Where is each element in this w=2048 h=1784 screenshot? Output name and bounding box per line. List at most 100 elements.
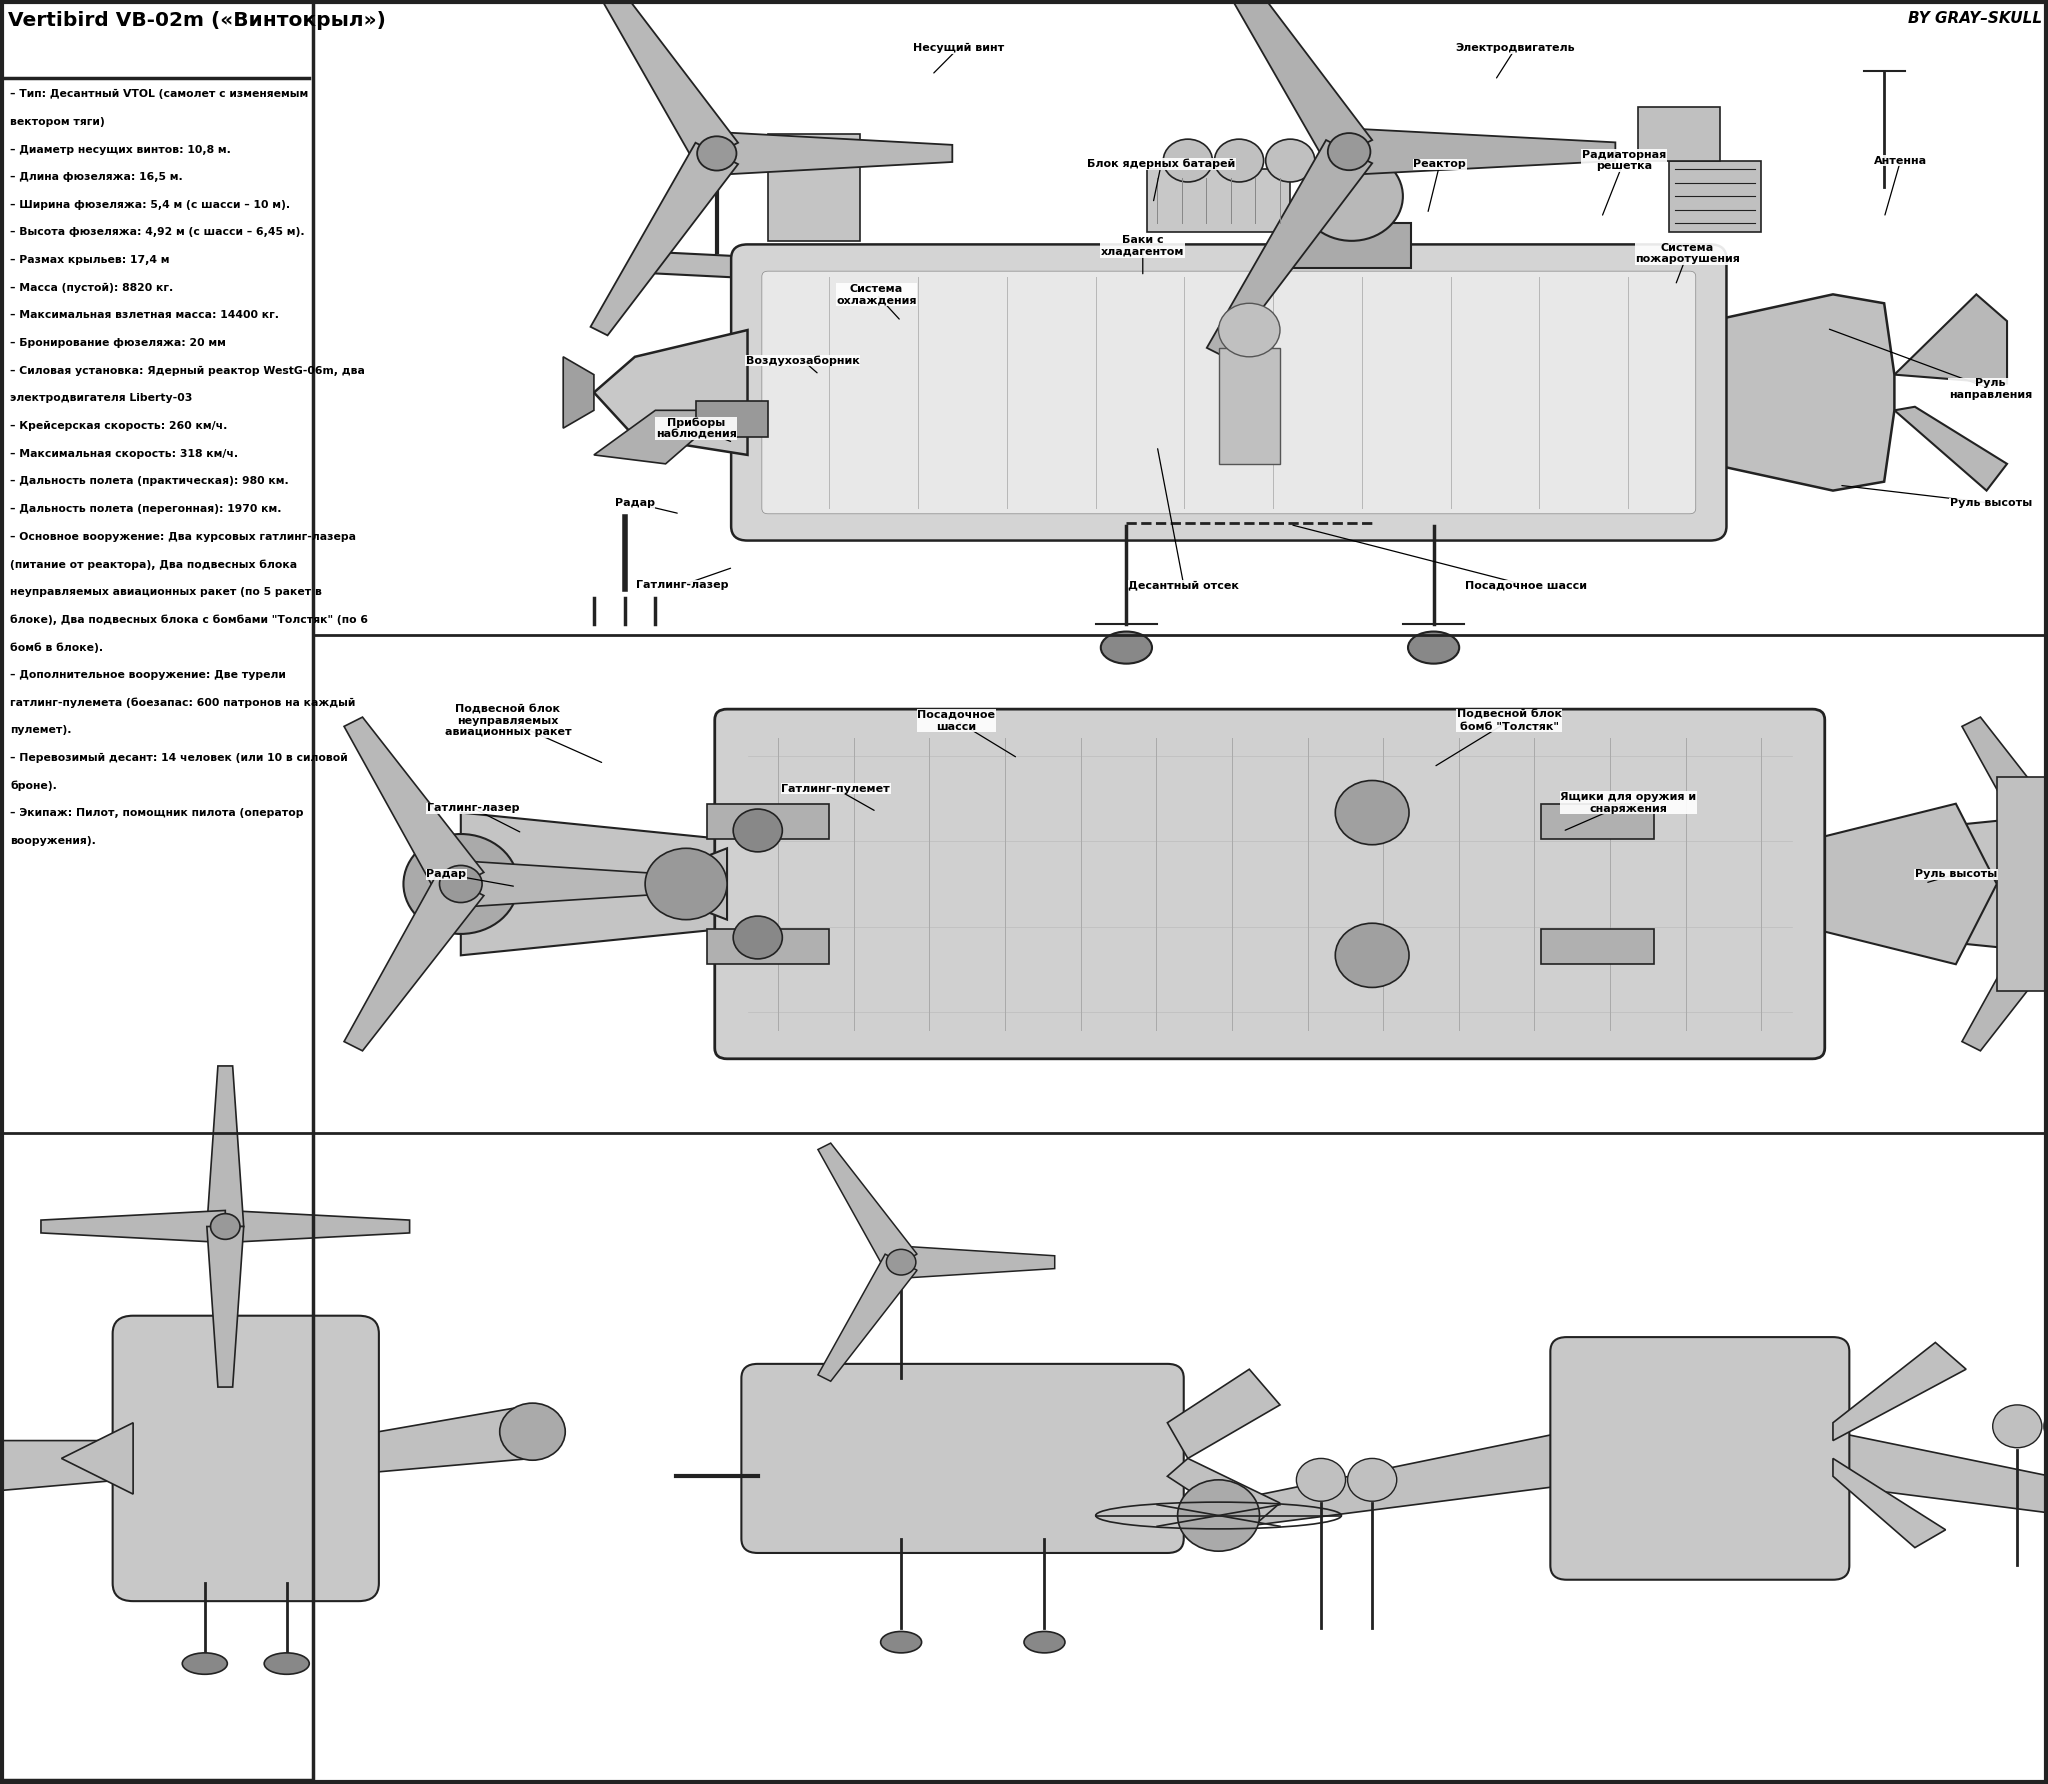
Circle shape <box>1348 1459 1397 1502</box>
Polygon shape <box>1894 294 2007 384</box>
Circle shape <box>733 917 782 960</box>
Polygon shape <box>344 717 483 896</box>
Text: Приборы
наблюдения: Приборы наблюдения <box>655 417 737 439</box>
Circle shape <box>1335 924 1409 988</box>
Polygon shape <box>61 1424 133 1495</box>
Text: – Размах крыльев: 17,4 м: – Размах крыльев: 17,4 м <box>10 255 170 266</box>
Text: Система
пожаротушения: Система пожаротушения <box>1634 243 1741 264</box>
Text: BY GRAY–SKULL: BY GRAY–SKULL <box>1909 11 2042 25</box>
Text: Антенна: Антенна <box>1874 155 1927 166</box>
Circle shape <box>2021 835 2048 935</box>
Text: бомб в блоке).: бомб в блоке). <box>10 642 102 653</box>
FancyBboxPatch shape <box>731 244 1726 541</box>
Circle shape <box>1300 152 1403 241</box>
Circle shape <box>1163 139 1212 182</box>
Circle shape <box>733 810 782 853</box>
Ellipse shape <box>881 1631 922 1652</box>
Circle shape <box>645 849 727 921</box>
Polygon shape <box>594 330 748 455</box>
Polygon shape <box>1206 141 1372 357</box>
Polygon shape <box>717 132 952 175</box>
Circle shape <box>403 835 518 935</box>
FancyBboxPatch shape <box>762 271 1696 514</box>
Polygon shape <box>817 1144 918 1270</box>
Text: электродвигателя Liberty-03: электродвигателя Liberty-03 <box>10 394 193 403</box>
Polygon shape <box>207 1067 244 1227</box>
Circle shape <box>696 136 737 171</box>
Text: – Силовая установка: Ядерный реактор WestG-06m, два: – Силовая установка: Ядерный реактор Wes… <box>10 366 365 376</box>
Text: Гатлинг-пулемет: Гатлинг-пулемет <box>780 783 891 794</box>
Polygon shape <box>1350 128 1616 175</box>
Polygon shape <box>207 1227 244 1388</box>
Polygon shape <box>1219 1431 1567 1531</box>
Bar <box>1147 169 1290 232</box>
Text: – Экипаж: Пилот, помощник пилота (оператор: – Экипаж: Пилот, помощник пилота (операт… <box>10 808 303 819</box>
Polygon shape <box>1894 407 2007 491</box>
Polygon shape <box>563 357 594 428</box>
Polygon shape <box>1833 1431 2048 1531</box>
Text: – Тип: Десантный VTOL (самолет с изменяемым: – Тип: Десантный VTOL (самолет с изменяе… <box>10 89 309 100</box>
Circle shape <box>2044 1406 2048 1449</box>
Text: – Длина фюзеляжа: 16,5 м.: – Длина фюзеляжа: 16,5 м. <box>10 173 182 182</box>
Bar <box>2 2 313 1782</box>
Polygon shape <box>1833 1342 1966 1441</box>
Polygon shape <box>1812 814 2048 956</box>
Bar <box>1219 348 1280 464</box>
Polygon shape <box>1710 294 1894 491</box>
Text: Радиаторная
решетка: Радиаторная решетка <box>1581 150 1667 171</box>
Bar <box>1288 223 1411 268</box>
Circle shape <box>1178 1481 1260 1550</box>
Text: Руль высоты: Руль высоты <box>1950 498 2032 508</box>
Bar <box>696 401 768 437</box>
Polygon shape <box>1206 0 1372 162</box>
Circle shape <box>1296 1459 1346 1502</box>
Circle shape <box>1219 303 1280 357</box>
Polygon shape <box>1167 1459 1280 1531</box>
Circle shape <box>1327 134 1370 169</box>
Text: Блок ядерных батарей: Блок ядерных батарей <box>1087 159 1235 169</box>
Bar <box>1997 778 2048 992</box>
Text: – Масса (пустой): 8820 кг.: – Масса (пустой): 8820 кг. <box>10 284 174 293</box>
Text: Воздухозаборник: Воздухозаборник <box>745 355 860 366</box>
Ellipse shape <box>1409 632 1458 664</box>
Text: – Максимальная скорость: 318 км/ч.: – Максимальная скорость: 318 км/ч. <box>10 450 238 458</box>
Text: – Диаметр несущих винтов: 10,8 м.: – Диаметр несущих винтов: 10,8 м. <box>10 145 231 155</box>
Text: Радар: Радар <box>426 869 467 880</box>
Circle shape <box>1335 781 1409 846</box>
Text: пулемет).: пулемет). <box>10 726 72 735</box>
Text: Посадочное
шасси: Посадочное шасси <box>918 710 995 731</box>
Text: Гатлинг-лазер: Гатлинг-лазер <box>635 580 729 591</box>
Ellipse shape <box>1102 632 1151 664</box>
Text: Подвесной блок
бомб "Толстяк": Подвесной блок бомб "Толстяк" <box>1456 710 1563 731</box>
Bar <box>1669 161 1761 232</box>
FancyBboxPatch shape <box>113 1317 379 1602</box>
Text: – Ширина фюзеляжа: 5,4 м (с шасси – 10 м).: – Ширина фюзеляжа: 5,4 м (с шасси – 10 м… <box>10 200 291 211</box>
Text: – Основное вооружение: Два курсовых гатлинг-лазера: – Основное вооружение: Два курсовых гатл… <box>10 532 356 542</box>
Polygon shape <box>594 410 727 464</box>
Polygon shape <box>817 1254 918 1381</box>
Polygon shape <box>344 872 483 1051</box>
Ellipse shape <box>1024 1631 1065 1652</box>
Circle shape <box>440 865 481 903</box>
Text: Vertibird VB-02m («Винтокрыл»): Vertibird VB-02m («Винтокрыл») <box>8 11 387 30</box>
Polygon shape <box>645 252 788 280</box>
Text: Руль
направления: Руль направления <box>1950 378 2032 400</box>
Text: Реактор: Реактор <box>1413 159 1466 169</box>
Polygon shape <box>1833 1459 1946 1547</box>
Circle shape <box>1993 1406 2042 1449</box>
Bar <box>1540 929 1655 965</box>
Text: – Перевозимый десант: 14 человек (или 10 в силовой: – Перевозимый десант: 14 человек (или 10… <box>10 753 348 764</box>
FancyBboxPatch shape <box>715 708 1825 1060</box>
Text: Десантный отсек: Десантный отсек <box>1128 580 1239 591</box>
Polygon shape <box>1167 1370 1280 1459</box>
Bar <box>1540 803 1655 840</box>
Text: неуправляемых авиационных ракет (по 5 ракет в: неуправляемых авиационных ракет (по 5 ра… <box>10 587 322 598</box>
Bar <box>707 929 829 965</box>
Bar <box>1638 107 1720 161</box>
Text: – Дополнительное вооружение: Две турели: – Дополнительное вооружение: Две турели <box>10 671 287 680</box>
Polygon shape <box>41 1210 225 1242</box>
Text: броне).: броне). <box>10 781 57 790</box>
Text: вооружения).: вооружения). <box>10 835 96 846</box>
Text: Баки с
хладагентом: Баки с хладагентом <box>1102 235 1184 257</box>
Polygon shape <box>461 814 727 956</box>
